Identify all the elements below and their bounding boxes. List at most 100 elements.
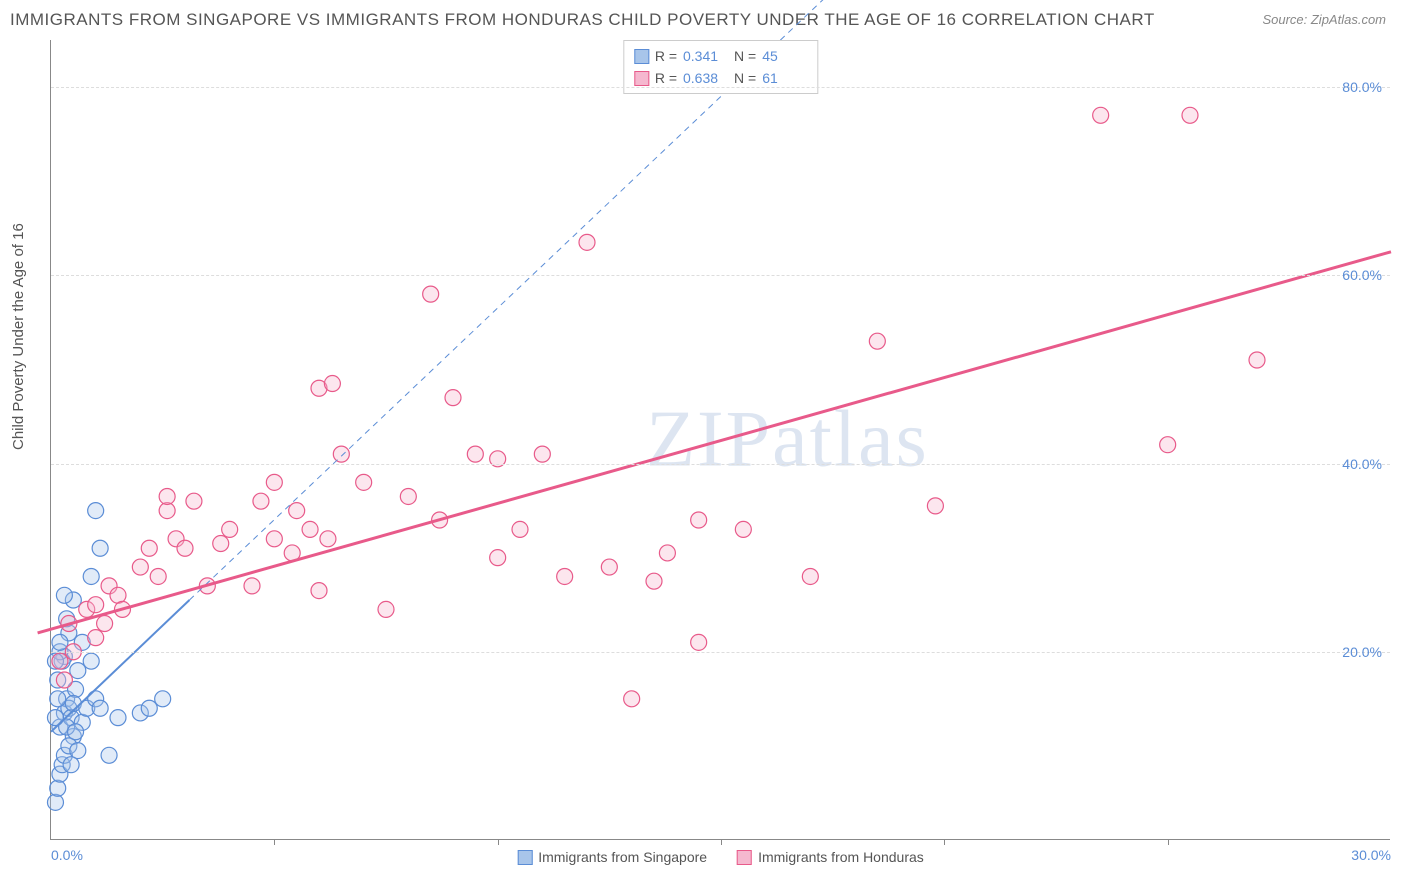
gridline: [51, 652, 1390, 653]
data-point: [333, 446, 349, 462]
data-point: [534, 446, 550, 462]
data-point: [150, 568, 166, 584]
data-point: [132, 559, 148, 575]
data-point: [88, 503, 104, 519]
data-point: [927, 498, 943, 514]
stats-swatch: [634, 71, 649, 86]
data-point: [70, 663, 86, 679]
stats-n-label: N =: [734, 45, 756, 67]
stats-row: R = 0.638 N = 61: [634, 67, 807, 89]
stats-r-value: 0.638: [683, 67, 728, 89]
y-tick-label: 60.0%: [1342, 267, 1382, 283]
data-point: [512, 521, 528, 537]
data-point: [1182, 107, 1198, 123]
data-point: [1160, 437, 1176, 453]
gridline: [51, 464, 1390, 465]
data-point: [802, 568, 818, 584]
data-point: [52, 653, 68, 669]
data-point: [423, 286, 439, 302]
data-point: [101, 747, 117, 763]
data-point: [141, 700, 157, 716]
legend-item: Immigrants from Singapore: [517, 849, 707, 865]
scatter-svg: [51, 40, 1390, 839]
data-point: [186, 493, 202, 509]
data-point: [50, 780, 66, 796]
data-point: [68, 724, 84, 740]
data-point: [56, 672, 72, 688]
stats-r-label: R =: [655, 45, 677, 67]
data-point: [50, 691, 66, 707]
legend-label: Immigrants from Honduras: [758, 849, 924, 865]
legend-swatch: [517, 850, 532, 865]
data-point: [92, 540, 108, 556]
data-point: [490, 550, 506, 566]
data-point: [320, 531, 336, 547]
gridline: [51, 275, 1390, 276]
stats-n-label: N =: [734, 67, 756, 89]
y-tick-label: 80.0%: [1342, 79, 1382, 95]
source-attribution: Source: ZipAtlas.com: [1262, 12, 1386, 27]
plot-area: ZIPatlas R =0.341N =45R =0.638N =61 20.0…: [50, 40, 1390, 840]
stats-swatch: [634, 49, 649, 64]
data-point: [253, 493, 269, 509]
data-point: [302, 521, 318, 537]
data-point: [400, 488, 416, 504]
trend-line: [38, 252, 1391, 633]
legend-bottom: Immigrants from Singapore Immigrants from…: [517, 849, 924, 865]
data-point: [691, 634, 707, 650]
x-tick: [944, 839, 945, 845]
legend-swatch: [737, 850, 752, 865]
data-point: [1249, 352, 1265, 368]
x-tick: [274, 839, 275, 845]
data-point: [222, 521, 238, 537]
data-point: [1093, 107, 1109, 123]
data-point: [467, 446, 483, 462]
data-point: [557, 568, 573, 584]
x-tick: [1168, 839, 1169, 845]
data-point: [63, 757, 79, 773]
data-point: [445, 390, 461, 406]
data-point: [691, 512, 707, 528]
y-tick-label: 20.0%: [1342, 644, 1382, 660]
data-point: [177, 540, 193, 556]
data-point: [646, 573, 662, 589]
x-tick-label: 0.0%: [51, 847, 83, 863]
data-point: [56, 587, 72, 603]
data-point: [659, 545, 675, 561]
stats-r-value: 0.341: [683, 45, 728, 67]
gridline: [51, 87, 1390, 88]
y-axis-label: Child Poverty Under the Age of 16: [10, 223, 27, 450]
legend-item: Immigrants from Honduras: [737, 849, 924, 865]
data-point: [110, 710, 126, 726]
data-point: [266, 474, 282, 490]
stats-n-value: 45: [762, 45, 807, 67]
data-point: [869, 333, 885, 349]
data-point: [159, 488, 175, 504]
data-point: [213, 536, 229, 552]
data-point: [141, 540, 157, 556]
data-point: [83, 653, 99, 669]
data-point: [52, 634, 68, 650]
x-tick-label: 30.0%: [1351, 847, 1391, 863]
stats-legend: R = 0.341 N = 45 R = 0.638 N = 61: [623, 40, 818, 94]
data-point: [324, 376, 340, 392]
data-point: [155, 691, 171, 707]
x-tick: [498, 839, 499, 845]
data-point: [97, 616, 113, 632]
data-point: [311, 583, 327, 599]
data-point: [356, 474, 372, 490]
data-point: [735, 521, 751, 537]
data-point: [88, 597, 104, 613]
legend-label: Immigrants from Singapore: [538, 849, 707, 865]
stats-r-label: R =: [655, 67, 677, 89]
data-point: [579, 234, 595, 250]
data-point: [266, 531, 282, 547]
data-point: [47, 794, 63, 810]
data-point: [378, 601, 394, 617]
data-point: [83, 568, 99, 584]
data-point: [88, 630, 104, 646]
stats-row: R = 0.341 N = 45: [634, 45, 807, 67]
data-point: [244, 578, 260, 594]
stats-n-value: 61: [762, 67, 807, 89]
chart-title: IMMIGRANTS FROM SINGAPORE VS IMMIGRANTS …: [10, 10, 1155, 30]
